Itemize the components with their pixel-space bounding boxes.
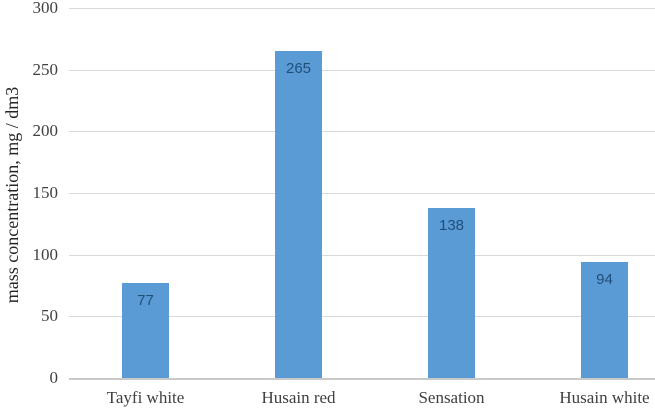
gridline — [69, 69, 655, 71]
y-tick-label: 200 — [32, 121, 59, 141]
y-tick-label: 300 — [32, 0, 59, 17]
y-tick-label: 250 — [32, 59, 59, 79]
bar: 77 — [122, 283, 169, 378]
x-tick-label: Husain red — [261, 388, 336, 407]
x-tick-label: Tayfi white — [106, 388, 185, 407]
gridline — [69, 193, 655, 194]
x-tick-label: Husain white — [559, 388, 650, 407]
x-tick-label: Sensation — [418, 388, 485, 407]
bar: 94 — [581, 262, 628, 378]
y-tick-label: 50 — [41, 306, 58, 326]
y-tick-label: 100 — [32, 244, 59, 264]
bar-value-label: 94 — [596, 271, 613, 289]
gridline — [69, 316, 655, 318]
bar-value-label: 138 — [438, 216, 465, 234]
bar: 265 — [275, 51, 322, 378]
bar-value-label: 77 — [137, 292, 154, 310]
gridline — [69, 8, 655, 9]
y-tick-label: 0 — [49, 368, 59, 387]
x-axis-line — [69, 378, 655, 380]
y-tick-label: 150 — [32, 183, 59, 202]
gridline — [69, 131, 655, 133]
bar: 138 — [428, 207, 475, 378]
gridline — [69, 254, 655, 256]
bar-value-label: 265 — [285, 60, 312, 78]
